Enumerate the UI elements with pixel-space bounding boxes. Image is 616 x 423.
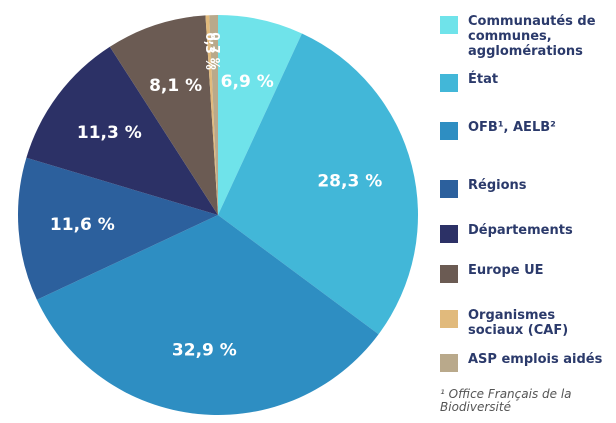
- legend-label: Europe UE: [468, 263, 544, 278]
- pie-slice: [218, 33, 418, 335]
- legend-swatch: [440, 74, 458, 92]
- legend-label: ASP emplois aidés: [468, 352, 603, 367]
- legend-swatch: [440, 265, 458, 283]
- pie-slice: [36, 215, 379, 415]
- legend-item: Communautés de communes, agglomérations: [440, 14, 604, 59]
- legend-item: Europe UE: [440, 263, 604, 283]
- slice-label: 32,9 %: [172, 340, 237, 360]
- legend-label: Départements: [468, 223, 573, 238]
- legend-swatch: [440, 180, 458, 198]
- pie-slice: [18, 157, 219, 300]
- legend-label: Organismes sociaux (CAF): [468, 308, 569, 338]
- slice-label: 0,7 %: [208, 32, 222, 69]
- pie-slice: [109, 15, 218, 216]
- pie-slice: [205, 15, 218, 216]
- slice-label: 28,3 %: [317, 171, 382, 191]
- legend-item: OFB¹, AELB²: [440, 120, 604, 140]
- legend-swatch: [440, 225, 458, 243]
- legend-swatch: [440, 16, 458, 34]
- legend-item: État: [440, 72, 604, 92]
- legend-label: Communautés de communes, agglomérations: [468, 14, 596, 59]
- legend-swatch: [440, 310, 458, 328]
- slice-label: 11,6 %: [50, 215, 115, 235]
- legend-item: ASP emplois aidés: [440, 352, 604, 372]
- slice-label: 11,3 %: [77, 123, 142, 143]
- pie-slice: [209, 15, 218, 215]
- legend-swatch: [440, 122, 458, 140]
- slice-label: 8,1 %: [149, 76, 202, 96]
- legend-label: OFB¹, AELB²: [468, 120, 556, 135]
- legend-label: État: [468, 72, 499, 87]
- legend-item: Départements: [440, 223, 604, 243]
- legend-swatch: [440, 354, 458, 372]
- pie-chart: 6,9 % 28,3 % 32,9 % 11,6 % 11,3 % 8,1 %0,3 %0…: [18, 15, 418, 415]
- footnote: ¹ Office Français de la Biodiversité: [440, 387, 572, 414]
- pie-slice: [26, 46, 219, 215]
- legend-item: Régions: [440, 178, 604, 198]
- legend-label: Régions: [468, 178, 527, 193]
- legend-item: Organismes sociaux (CAF): [440, 308, 604, 338]
- slice-label: 0,3 %: [203, 32, 217, 69]
- pie-slice: [218, 15, 302, 215]
- slice-label: 6,9 %: [221, 72, 274, 92]
